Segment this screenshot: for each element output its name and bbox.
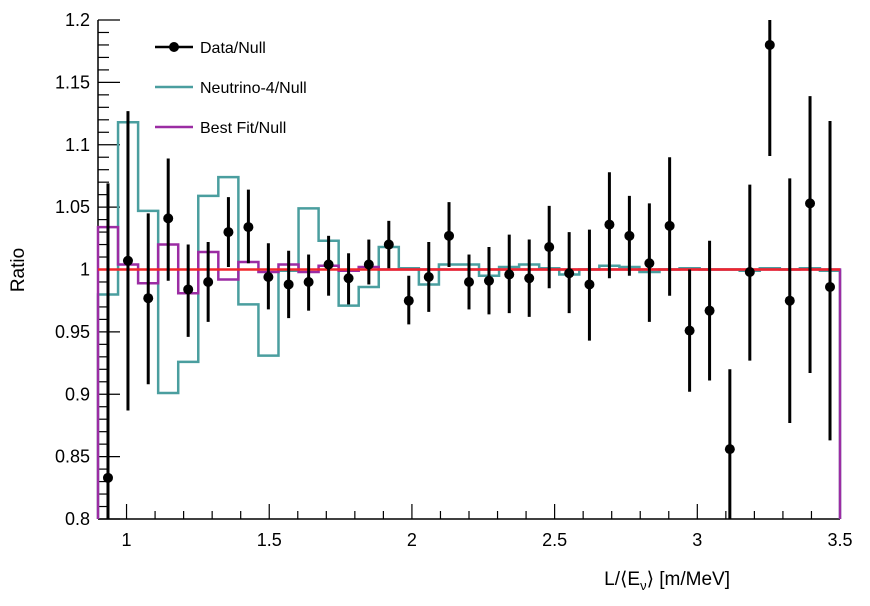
data-point	[684, 325, 695, 336]
y-axis-title: Ratio	[8, 248, 29, 292]
data-point	[704, 305, 715, 316]
x-tick-label: 1.5	[257, 530, 282, 550]
x-tick-label: 1	[122, 530, 132, 550]
data-point	[825, 281, 836, 292]
x-axis-title: L/⟨Eν⟩ [m/MeV]	[604, 569, 730, 593]
y-tick-label: 1.15	[55, 72, 90, 92]
data-point	[483, 275, 494, 286]
y-tick-label: 1.1	[65, 135, 90, 155]
data-point	[203, 276, 214, 287]
data-point	[163, 213, 174, 224]
y-tick-label: 0.9	[65, 384, 90, 404]
x-axis-title-main: L/⟨E	[604, 569, 640, 590]
y-tick-label: 0.8	[65, 509, 90, 529]
data-point	[504, 269, 515, 280]
data-point	[584, 279, 595, 290]
x-tick-label: 2	[407, 530, 417, 550]
data-point	[243, 222, 254, 233]
y-tick-label: 1.05	[55, 197, 90, 217]
data-point	[644, 258, 655, 269]
data-point	[805, 198, 816, 209]
data-point	[143, 293, 154, 304]
x-tick-label: 3	[692, 530, 702, 550]
data-point	[724, 444, 735, 455]
data-point	[283, 279, 294, 290]
data-point	[303, 276, 314, 287]
y-tick-label: 0.95	[55, 322, 90, 342]
data-point	[624, 230, 635, 241]
legend-item-bestfit: Best Fit/Null	[155, 120, 286, 137]
legend-label-neutrino4: Neutrino-4/Null	[200, 80, 307, 97]
data-point	[444, 230, 455, 241]
data-point	[564, 268, 575, 279]
x-tick-label: 3.5	[827, 530, 852, 550]
legend-item-data: Data/Null	[155, 40, 266, 57]
data-point	[524, 273, 535, 284]
data-point	[263, 271, 274, 282]
data-point	[423, 271, 434, 282]
data-point	[223, 227, 234, 238]
data-point	[323, 259, 334, 270]
data-point	[744, 266, 755, 277]
x-axis-title-sub: ν	[640, 578, 647, 593]
data-point	[383, 239, 394, 250]
legend-item-neutrino4: Neutrino-4/Null	[155, 80, 307, 97]
data-point	[544, 242, 555, 253]
data-point	[604, 219, 615, 230]
legend-label-data: Data/Null	[200, 40, 266, 57]
y-tick-label: 0.85	[55, 447, 90, 467]
legend: Data/Null Neutrino-4/Null Best Fit/Null	[155, 40, 307, 137]
data-point	[183, 284, 194, 295]
data-point	[464, 276, 474, 287]
x-axis-title-tail: ⟩ [m/MeV]	[647, 569, 730, 590]
data-point	[403, 295, 414, 306]
axes: 0.8 0.85 0.9 0.95 1 1.05 1.1 1.15 1.2 1 1.5 2 2.5 3 3.…	[55, 10, 853, 550]
data-points	[102, 20, 836, 519]
y-tick-label: 1.2	[65, 10, 90, 30]
y-tick-label: 1	[80, 260, 90, 280]
data-point	[102, 472, 113, 483]
data-point	[764, 39, 775, 50]
data-point	[122, 255, 133, 266]
data-point	[343, 273, 354, 284]
data-point	[784, 295, 795, 306]
data-point	[664, 220, 675, 231]
x-tick-label: 2.5	[542, 530, 567, 550]
legend-label-bestfit: Best Fit/Null	[200, 120, 286, 137]
data-point	[363, 259, 374, 270]
